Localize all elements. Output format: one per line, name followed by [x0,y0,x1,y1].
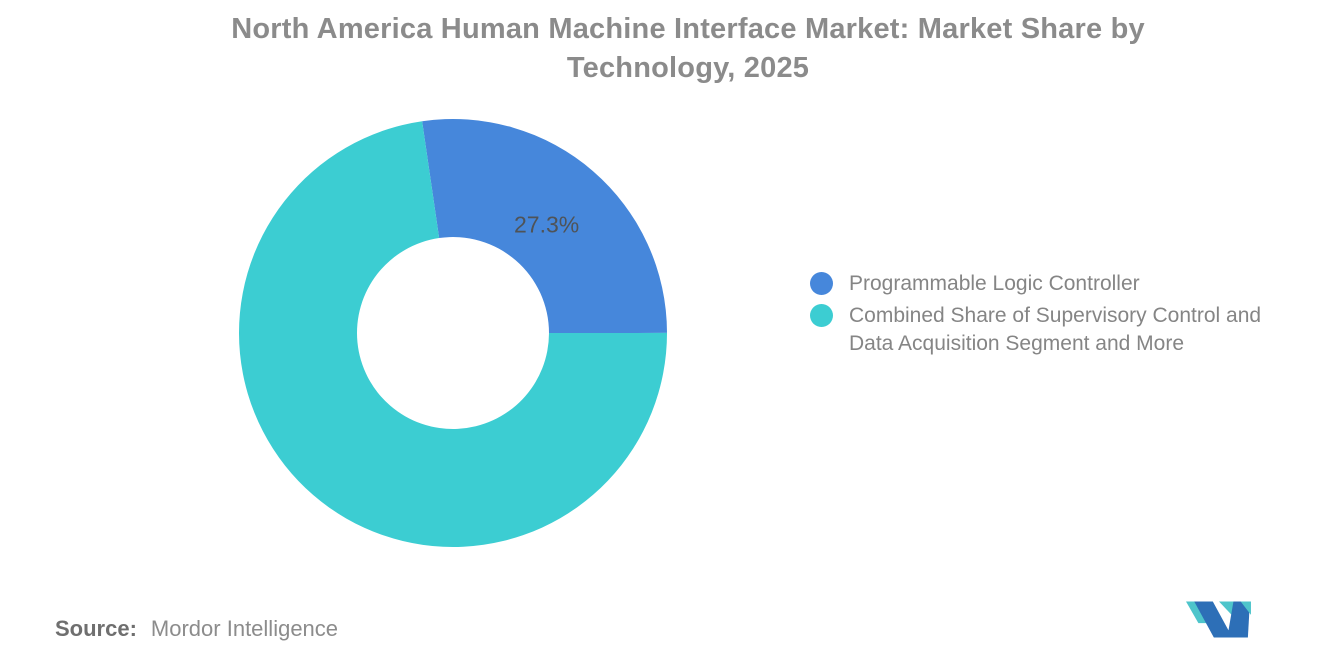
source-value: Mordor Intelligence [150,616,339,641]
legend-label: Combined Share of Supervisory Control an… [849,304,1262,355]
source-attribution: Source: Mordor Intelligence [55,615,338,643]
donut-chart: 27.3% [238,118,668,548]
logo-shape [1227,601,1250,638]
legend-item-combined-share-scada: Combined Share of Supervisory Control an… [810,302,1281,358]
legend-dot-icon [810,304,833,327]
logo-shape [1240,601,1251,615]
donut-slice-0 [422,118,667,333]
chart-legend: Programmable Logic Controller Combined S… [810,270,1281,362]
donut-slice-1 [238,121,667,547]
logo-shape [1194,601,1233,638]
mordor-intelligence-logo [1186,601,1251,638]
donut-chart-svg: 27.3% [238,118,667,547]
legend-dot-icon [810,272,833,295]
legend-item-programmable-logic-controller: Programmable Logic Controller [810,270,1281,298]
chart-title-line1: North America Human Machine Interface Ma… [231,13,1145,45]
chart-title-line2: Technology, 2025 [566,52,810,84]
chart-title: North America Human Machine Interface Ma… [28,10,1320,88]
source-label: Source: [55,616,137,641]
legend-label: Programmable Logic Controller [849,272,1140,295]
slice-data-label: 27.3% [514,212,579,238]
